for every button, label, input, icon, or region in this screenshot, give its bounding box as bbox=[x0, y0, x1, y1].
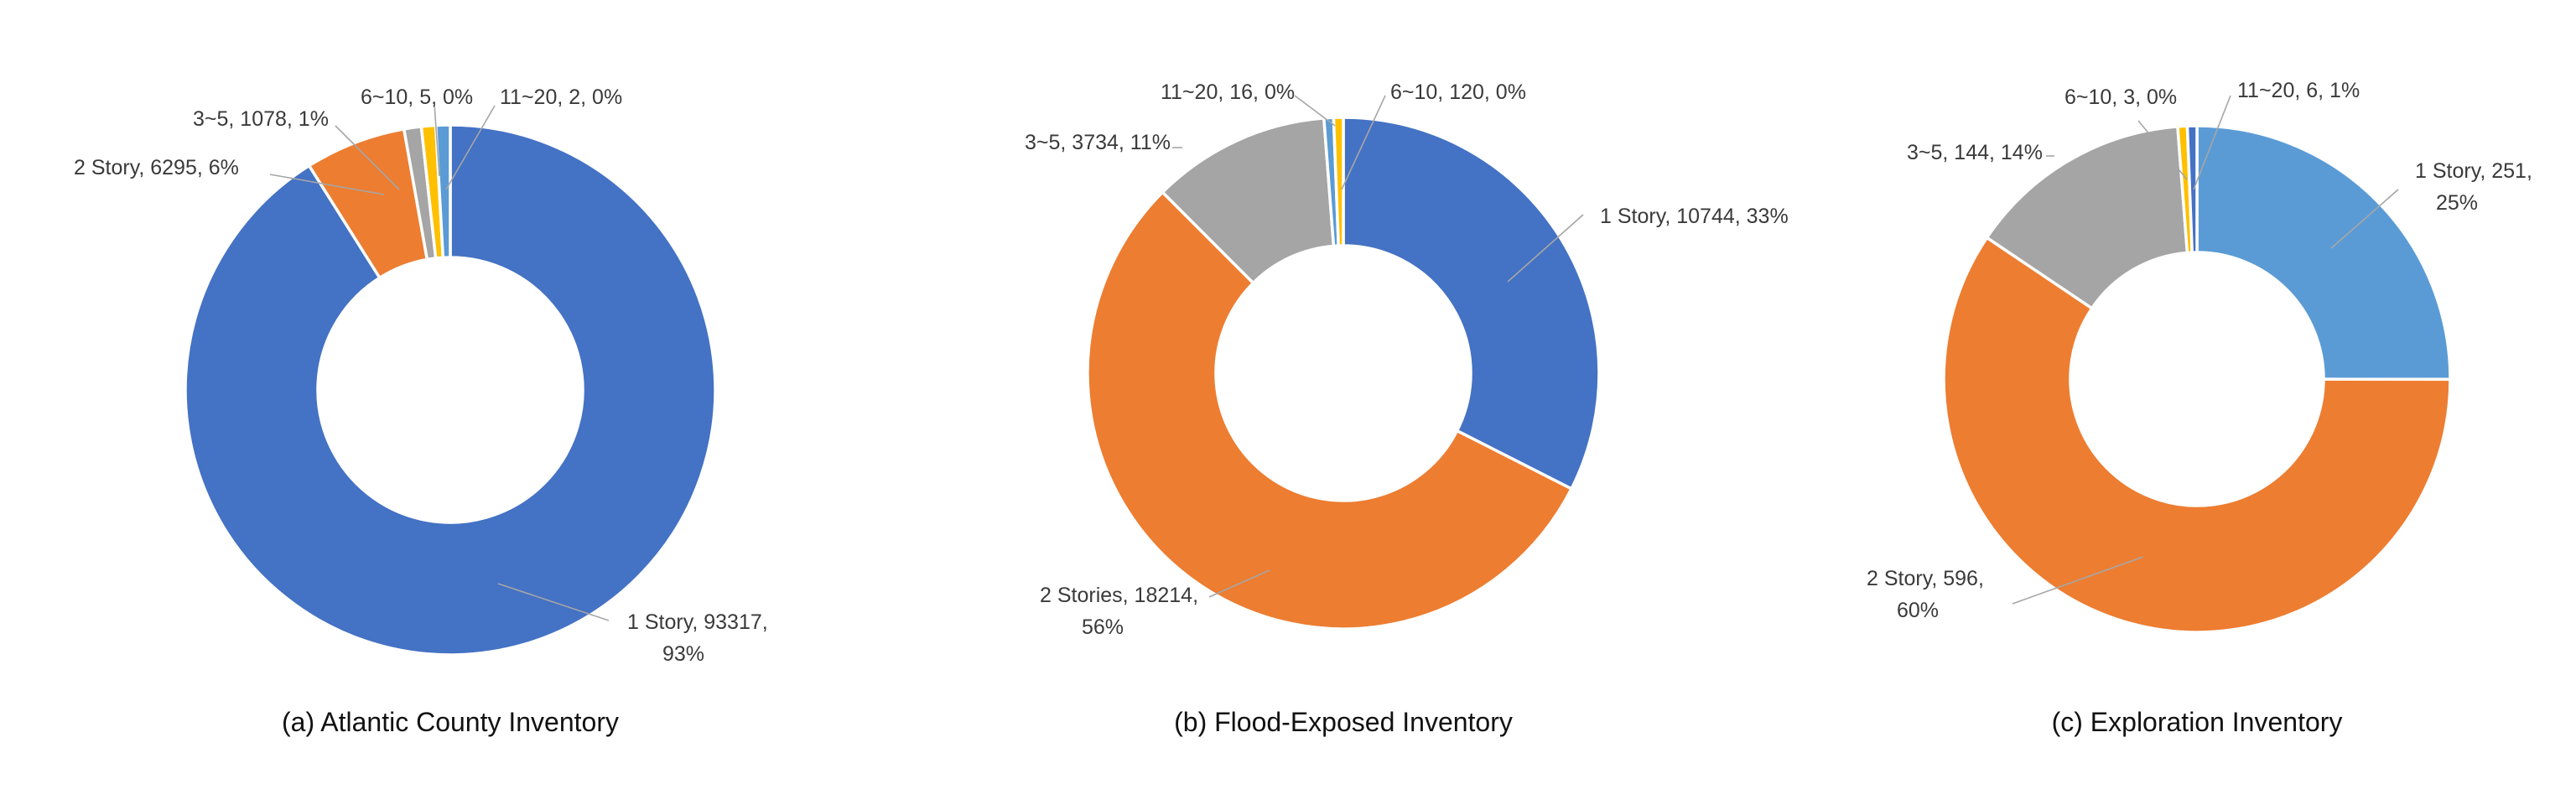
slice-1-story bbox=[184, 123, 717, 657]
data-label: 3~5, 144, 14% bbox=[1907, 141, 2043, 164]
data-label: 2 Stories, 18214, 56% bbox=[1040, 584, 1198, 639]
data-label: 1 Story, 10744, 33% bbox=[1600, 205, 1789, 228]
slice-11-20 bbox=[434, 123, 452, 259]
data-label: 3~5, 1078, 1% bbox=[193, 107, 329, 131]
leader-line bbox=[1208, 569, 1270, 598]
leader-line bbox=[2330, 189, 2399, 249]
leader-line bbox=[2137, 120, 2188, 180]
data-label: 6~10, 5, 0% bbox=[361, 86, 473, 109]
data-label: 11~20, 6, 1% bbox=[2237, 79, 2360, 102]
chart-caption: (c) Exploration Inventory bbox=[2052, 707, 2343, 737]
donut-chart-2: 1 Story, 10744, 33% 2 Stories, 18214, 56% 3… bbox=[1025, 80, 1789, 737]
data-label: 11~20, 2, 0% bbox=[500, 86, 622, 109]
leader-line bbox=[2012, 556, 2144, 605]
leader-line bbox=[497, 583, 610, 621]
chart-caption: (a) Atlantic County Inventory bbox=[282, 707, 619, 737]
donut-chart-1: 1 Story, 93317, 93% 2 Story, 6295, 6% 3~5, … bbox=[74, 86, 768, 737]
slice-1-story bbox=[1342, 116, 1601, 491]
leader-line bbox=[1507, 214, 1584, 283]
slice-1-story bbox=[2195, 124, 2452, 382]
data-label: 3~5, 3734, 11% bbox=[1025, 131, 1171, 154]
chart-caption: (b) Flood-Exposed Inventory bbox=[1174, 707, 1513, 737]
slice-11-20 bbox=[2185, 124, 2199, 254]
data-label: 2 Story, 6295, 6% bbox=[74, 156, 239, 179]
leader-line bbox=[335, 125, 400, 190]
leader-line bbox=[1341, 95, 1386, 190]
data-label: 6~10, 120, 0% bbox=[1390, 80, 1526, 104]
leader-line bbox=[434, 103, 440, 177]
leader-line bbox=[1294, 95, 1336, 127]
slice-6-10 bbox=[1332, 116, 1345, 247]
leader-line bbox=[2193, 95, 2231, 190]
data-label: 6~10, 3, 0% bbox=[2064, 86, 2177, 109]
slice-2-story bbox=[1942, 236, 2452, 634]
slice-3-5 bbox=[1985, 125, 2189, 310]
leader-line bbox=[269, 174, 385, 195]
donut-chart-3: 1 Story, 251, 25% 2 Story, 596, 60% 3~5, 144… bbox=[1867, 79, 2532, 737]
slice-2-stories bbox=[1086, 190, 1573, 631]
data-label: 11~20, 16, 0% bbox=[1161, 80, 1295, 104]
data-label: 1 Story, 93317, 93% bbox=[627, 610, 768, 666]
leader-line bbox=[445, 105, 496, 190]
data-label: 1 Story, 251, 25% bbox=[2415, 159, 2532, 215]
data-label: 2 Story, 596, 60% bbox=[1867, 567, 1984, 622]
